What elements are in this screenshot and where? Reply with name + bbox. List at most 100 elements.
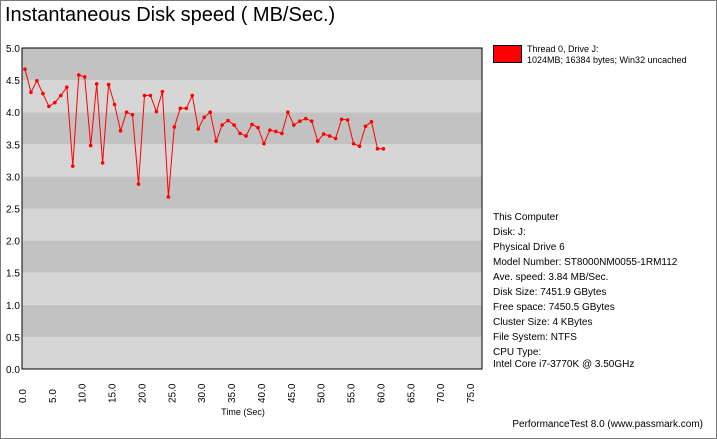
data-point [262, 141, 266, 146]
data-point [100, 161, 105, 165]
plot-band [22, 208, 482, 241]
plot-band [22, 240, 482, 273]
plot-bands [21, 47, 483, 370]
data-point [172, 125, 177, 129]
x-tick-label: 40.0 [257, 383, 268, 403]
plot-band [22, 176, 482, 209]
data-point [232, 123, 236, 127]
data-point [88, 143, 93, 148]
data-point [226, 118, 230, 123]
legend: Thread 0, Drive J: 1024MB; 16384 bytes; … [527, 44, 687, 66]
data-point [363, 124, 368, 129]
x-tick-label: 45.0 [287, 383, 298, 403]
data-point [136, 182, 141, 186]
plot-band [22, 336, 482, 369]
y-tick-label: 3.5 [6, 140, 20, 151]
data-point [369, 120, 374, 124]
data-point [357, 144, 362, 149]
data-point [160, 89, 165, 94]
info-free-space: Free space: 7450.5 GBytes [493, 302, 615, 313]
data-point [256, 125, 260, 130]
info-physical-drive: Physical Drive 6 [493, 242, 565, 253]
data-point [82, 75, 87, 79]
plot-band [22, 48, 482, 81]
x-tick-label: 55.0 [347, 383, 358, 403]
data-point [280, 131, 284, 136]
info-disk-size: Disk Size: 7451.9 GBytes [493, 287, 607, 298]
x-tick-label: 20.0 [137, 383, 148, 403]
info-computer: This Computer [493, 212, 559, 223]
plot-band [22, 80, 482, 113]
info-ave-speed: Ave. speed: 3.84 MB/Sec. [493, 272, 609, 283]
data-point [166, 195, 171, 199]
info-cluster-size: Cluster Size: 4 KBytes [493, 317, 593, 328]
data-point [178, 106, 183, 111]
data-point [154, 109, 159, 114]
x-tick-label: 75.0 [466, 383, 477, 403]
info-model: Model Number: ST8000NM0055-1RM112 [493, 257, 678, 268]
data-point [292, 123, 296, 127]
info-cpu-value: Intel Core i7-3770K @ 3.50GHz [493, 359, 635, 370]
plot-band [22, 144, 482, 177]
data-point [124, 110, 129, 114]
plot-border [21, 47, 483, 370]
data-point [130, 112, 135, 117]
data-point [65, 85, 69, 89]
data-point [375, 146, 380, 151]
x-tick-label: 10.0 [78, 383, 89, 403]
data-point [321, 132, 326, 136]
x-tick-label: 35.0 [227, 383, 238, 403]
data-point [268, 128, 272, 132]
data-point [23, 67, 27, 71]
data-point [286, 110, 290, 114]
x-axis-ticks: 0.0 5.0 10.0 15.0 20.0 25.0 30.0 35.0 40.0 45.0 50… [18, 383, 477, 403]
data-point [381, 146, 386, 151]
data-point [297, 119, 302, 123]
x-tick-label: 25.0 [167, 383, 178, 403]
data-point [244, 134, 248, 138]
data-point [315, 139, 320, 143]
data-point [250, 122, 254, 127]
data-point [142, 93, 147, 98]
info-panel: This Computer Disk: J: Physical Drive 6 … [493, 210, 677, 372]
data-point [94, 82, 99, 86]
data-point [274, 129, 278, 134]
y-tick-label: 1.0 [6, 301, 20, 312]
y-tick-label: 3.0 [6, 172, 20, 183]
x-tick-label: 0.0 [18, 389, 29, 403]
data-point [339, 117, 344, 122]
data-point [220, 123, 224, 127]
plot-band [22, 272, 482, 305]
legend-swatch [493, 45, 522, 63]
data-point [238, 131, 242, 136]
x-tick-label: 70.0 [436, 383, 447, 403]
data-point [202, 115, 207, 120]
data-point [29, 90, 33, 95]
plot-band [22, 304, 482, 337]
data-point [70, 164, 75, 168]
data-point [41, 91, 45, 96]
footer-credit: PerformanceTest 8.0 (www.passmark.com) [512, 419, 703, 430]
y-tick-label: 0.5 [6, 333, 20, 344]
x-tick-label: 15.0 [108, 383, 119, 403]
data-point [53, 100, 57, 105]
x-axis-label: Time (Sec) [221, 407, 265, 417]
y-tick-label: 2.5 [6, 205, 20, 216]
data-point [76, 73, 81, 77]
y-tick-label: 1.5 [6, 269, 20, 280]
info-disk: Disk: J: [493, 227, 526, 238]
x-tick-label: 65.0 [406, 383, 417, 403]
legend-line-2: 1024MB; 16384 bytes; Win32 uncached [527, 55, 687, 65]
data-point [112, 102, 117, 107]
y-axis-ticks: 0.0 0.5 1.0 1.5 2.0 2.5 3.0 3.5 4.0 4.5 5.0 [6, 44, 20, 376]
data-point [196, 127, 201, 131]
y-tick-label: 0.0 [6, 365, 20, 376]
x-tick-label: 5.0 [48, 389, 59, 403]
y-tick-label: 4.0 [6, 108, 20, 119]
data-point [214, 139, 218, 143]
x-tick-label: 30.0 [197, 383, 208, 403]
data-point [190, 93, 195, 98]
data-point [59, 93, 63, 98]
data-point [303, 116, 308, 121]
